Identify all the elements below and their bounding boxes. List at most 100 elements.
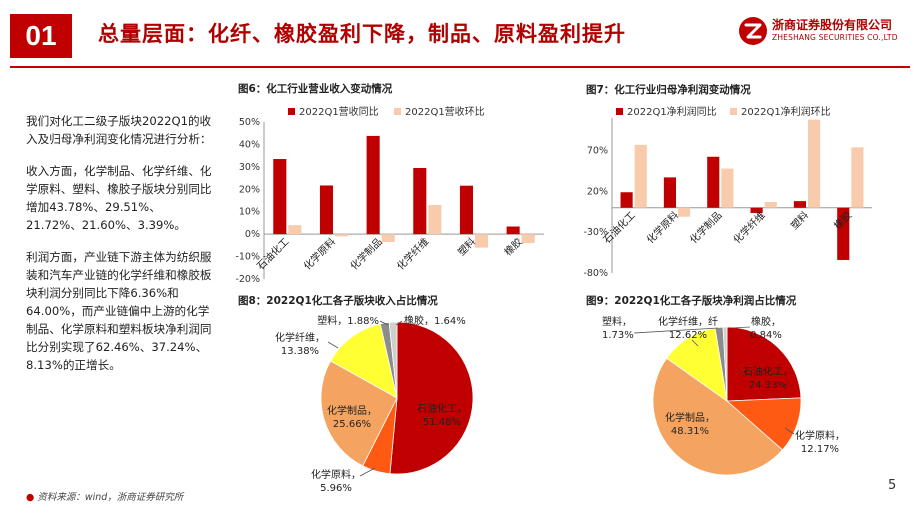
fig8-slice-label-3-0: 化学纤维，: [275, 331, 325, 344]
fig8-leader-4: [379, 320, 389, 326]
fig6-y-tick: 30%: [239, 162, 260, 173]
fig6-bar-1-1: [335, 234, 349, 237]
fig8-slice-2: [320, 360, 398, 467]
fig7-x-tick: 化学纤维: [730, 209, 767, 246]
fig7-bar-0-5: [837, 207, 850, 260]
fig9-slice-label-1-1: 12.17%: [801, 444, 839, 455]
fig8-slice-0: [389, 321, 474, 475]
fig6-legend-label-0: 2022Q1营收同比: [299, 105, 379, 118]
fig8-slice-label-2-0: 化学制品，: [327, 404, 377, 417]
fig7-legend-swatch-0: [616, 108, 623, 115]
fig6-bar-1-2: [381, 234, 395, 242]
fig9-leader-5: [731, 326, 751, 329]
fig7-bar-1-2: [721, 168, 734, 208]
fig9-slice-label-3-0: 化学纤维，纤: [658, 315, 718, 328]
fig9-slice-label-2-1: 48.31%: [671, 426, 709, 437]
fig6-bar-1-5: [521, 234, 535, 244]
analysis-revenue: 收入方面，化学制品、化学纤维、化学原料、塑料、橡胶子版块分别同比增加43.78%…: [26, 164, 212, 232]
fig8-leader-5: [395, 320, 403, 326]
fig8-leader-3: [327, 341, 339, 349]
fig7-bar-0-0: [620, 192, 633, 208]
fig6-bar-0-4: [459, 185, 473, 235]
fig7-bar-0-3: [750, 207, 763, 213]
logo-mark-icon: [739, 17, 767, 45]
fig8-leader-1: [359, 467, 376, 477]
fig7-bar-0-2: [707, 156, 720, 208]
analysis-profit: 利润方面，产业链下游主体为纺织服装和汽车产业链的化学纤维和橡胶板块利润分别同比下…: [26, 250, 212, 372]
fig9-slice-label-5-1: 0.84%: [750, 330, 782, 341]
page-number: 5: [888, 478, 897, 493]
fig7-bar-1-1: [678, 207, 691, 217]
title-divider: [10, 66, 910, 68]
fig6-y-tick: 40%: [239, 139, 260, 150]
fig6-bar-0-1: [319, 185, 333, 235]
fig7-bar-1-3: [764, 202, 777, 208]
source-text: 资料来源：wind，浙商证券研究所: [37, 492, 184, 503]
fig7-bar-0-4: [793, 201, 806, 208]
analysis-intro: 我们对化工二级子版块2022Q1的收入及归母净利润变化情况进行分析：: [26, 114, 212, 146]
logo-company-name: 浙商证券股份有限公司: [772, 18, 893, 32]
section-number: 01: [10, 14, 72, 58]
fig7-title: 图7：化工行业归母净利润变动情况: [586, 84, 751, 96]
fig7-x-tick: 塑料: [788, 209, 811, 232]
fig7-x-tick: 化学制品: [687, 209, 724, 246]
fig9-title: 图9：2022Q1化工各子版块净利润占比情况: [586, 295, 797, 307]
fig6-y-tick: 0%: [245, 229, 260, 240]
fig6-x-tick: 橡胶: [501, 235, 524, 258]
fig9-slice-label-0-1: 24.33%: [749, 380, 787, 391]
fig6-y-tick: 10%: [239, 207, 260, 218]
fig9-slice-label-1-0: 化学原料，: [795, 429, 845, 442]
fig9-slice-5: [722, 326, 728, 402]
fig6-x-tick: 塑料: [455, 235, 478, 258]
fig8-slice-label-2-1: 25.66%: [333, 419, 371, 430]
fig9-leader-3: [691, 339, 699, 347]
source-note: ● 资料来源：wind，浙商证券研究所: [26, 489, 183, 503]
fig6-bar-1-4: [475, 234, 489, 248]
fig9-leader-4: [633, 327, 719, 334]
fig9-slice-label-0-0: 石油化工，: [743, 365, 793, 378]
fig6-bar-0-5: [506, 226, 520, 235]
fig7-x-tick: 化学原料: [644, 209, 681, 246]
profit-share-pie-chart: 石油化工， 24.33% 化学原料， 12.17% 化学制品， 48.31% 化学纤维，纤 1…: [602, 315, 845, 476]
fig8-slice-label-1-0: 化学原料，: [311, 468, 361, 481]
fig6-y-tick: 20%: [239, 184, 260, 195]
fig6-x-tick: 化学制品: [347, 235, 384, 272]
fig7-bar-1-0: [634, 144, 647, 208]
fig6-y-tick: -10%: [235, 252, 260, 263]
bullet-icon: ●: [26, 492, 35, 503]
fig6-legend-swatch-1: [394, 108, 401, 115]
fig9-slice-label-4-0: 塑料，: [602, 315, 632, 328]
logo-company-name-en: ZHESHANG SECURITIES CO.,LTD: [772, 33, 898, 42]
analysis-text: 我们对化工二级子版块2022Q1的收入及归母净利润变化情况进行分析： 收入方面，…: [26, 112, 214, 388]
fig6-legend-swatch-0: [288, 108, 295, 115]
fig6-y-tick: -20%: [235, 274, 260, 285]
fig6-bar-0-3: [413, 167, 427, 235]
fig7-legend-label-1: 2022Q1净利润环比: [741, 105, 831, 118]
fig8-slice-3: [330, 323, 398, 399]
fig8-slice-5: [388, 321, 398, 399]
fig7-y-tick: 70%: [587, 146, 608, 157]
fig8-slice-label-1-1: 5.96%: [320, 483, 352, 494]
fig7-y-tick: -30%: [583, 227, 608, 238]
fig8-slice-label-5-0: 橡胶，1.64%: [404, 314, 466, 327]
fig8-slice-label-3-1: 13.38%: [281, 346, 319, 357]
fig7-bar-0-1: [663, 177, 676, 208]
company-logo: 浙商证券股份有限公司 ZHESHANG SECURITIES CO.,LTD: [738, 14, 910, 50]
fig8-slice-label-0-1: 51.48%: [423, 417, 461, 428]
fig6-title: 图6：化工行业营业收入变动情况: [238, 83, 393, 95]
fig8-slice-label-0-0: 石油化工，: [417, 402, 467, 415]
revenue-change-bar-chart: 2022Q1营收同比 2022Q1营收环比 -20% -10% 0% 10% 20% 30% 4…: [235, 105, 544, 285]
fig6-bar-1-3: [428, 204, 442, 235]
fig6-legend-label-1: 2022Q1营收环比: [405, 105, 485, 118]
fig6-bar-0-2: [366, 135, 380, 235]
fig6-bar-0-0: [273, 159, 287, 235]
fig8-slice-label-4-0: 塑料，1.88%: [317, 314, 379, 327]
page-title: 总量层面：化纤、橡胶盈利下降，制品、原料盈利提升: [98, 22, 626, 46]
fig6-y-tick: 50%: [239, 117, 260, 128]
fig9-leader-1: [784, 427, 795, 435]
fig6-x-tick: 化学原料: [301, 235, 338, 272]
fig6-bar-1-0: [288, 225, 302, 235]
fig7-y-tick: -80%: [583, 268, 608, 279]
fig7-legend-swatch-1: [730, 108, 737, 115]
fig9-slice-label-4-1: 1.73%: [602, 330, 634, 341]
